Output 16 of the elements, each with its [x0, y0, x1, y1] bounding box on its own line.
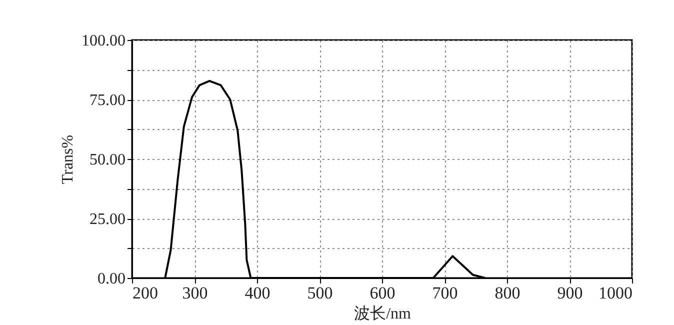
x-tick-label: 200: [132, 284, 158, 302]
x-axis-title: 波长/nm: [354, 304, 412, 322]
y-axis-title: Trans%: [60, 134, 76, 184]
y-tick-label: 75.00: [90, 92, 126, 109]
x-tick-label: 400: [244, 284, 270, 302]
x-tick-label: 300: [182, 284, 208, 302]
y-tick-label: 100.00: [82, 32, 126, 50]
x-tick-label: 700: [432, 284, 458, 302]
x-tick-label: 1000: [598, 284, 632, 302]
y-tick-label: 25.00: [90, 211, 126, 228]
x-tick-label: 500: [307, 284, 333, 302]
y-tick-label: 50.00: [90, 152, 126, 168]
x-tick-label: 800: [494, 284, 520, 302]
y-tick-label: 0.00: [98, 270, 126, 288]
x-tick-label: 900: [557, 284, 583, 302]
x-tick-label: 600: [370, 284, 396, 302]
